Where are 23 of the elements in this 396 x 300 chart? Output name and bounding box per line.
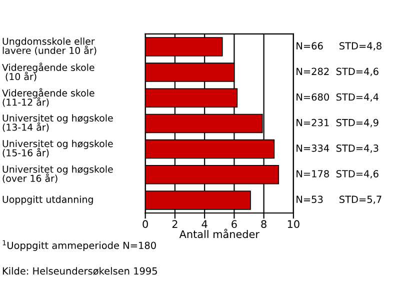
text: N=282 STD=4,6 bbox=[296, 68, 378, 76]
x-tick-label: 4 bbox=[202, 220, 208, 228]
y-tick-label: Universitet og høgskole (13-14 år) bbox=[2, 114, 113, 132]
text: N=680 STD=4,4 bbox=[296, 93, 378, 102]
text: Kilde: Helseundersøkelsen 1995 bbox=[2, 267, 157, 275]
text: $^{1}$Uoppgitt ammeperiode N=180 bbox=[2, 240, 156, 251]
y-tick-label: Universitet og høgskole (over 16 år) bbox=[2, 165, 113, 184]
x-tick-label: 10 bbox=[288, 220, 300, 228]
x-tick-label: 6 bbox=[232, 220, 237, 228]
y-tick-label: Universitet og høgskole (15-16 år) bbox=[2, 140, 113, 158]
x-tick-label: 0 bbox=[142, 220, 148, 228]
y-tick-label: Videregående skole (10 år) bbox=[2, 62, 94, 82]
x-axis-title: Antall måneder bbox=[179, 228, 260, 238]
x-tick-label: 2 bbox=[172, 220, 178, 228]
y-tick-label: Videregående skole (11-12 år) bbox=[2, 88, 94, 107]
text: N=334 STD=4,3 bbox=[296, 144, 378, 153]
x-tick-label: 8 bbox=[261, 220, 266, 228]
text: N=66 STD=4,8 bbox=[296, 42, 382, 51]
y-tick-label: Ungdomsskole eller lavere (under 10 år) bbox=[2, 38, 96, 56]
text: N=178 STD=4,6 bbox=[296, 170, 378, 178]
y-tick-label: Uoppgitt utdanning bbox=[2, 196, 93, 205]
text: N=53 STD=5,7 bbox=[296, 196, 382, 204]
text: N=231 STD=4,9 bbox=[296, 118, 378, 128]
